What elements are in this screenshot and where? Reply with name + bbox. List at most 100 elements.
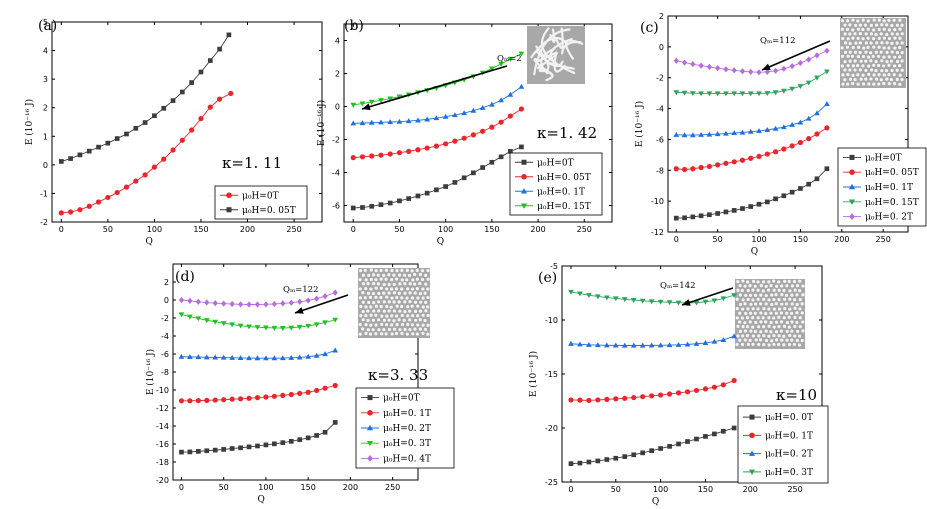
data-point-series-4 (666, 300, 673, 306)
y-tick-label: 4 (43, 47, 48, 56)
data-point-series-1 (305, 435, 311, 441)
data-point-series-1 (649, 448, 654, 454)
data-point-series-2 (237, 396, 244, 402)
data-point-series-3 (396, 118, 403, 124)
data-point-series-4 (720, 296, 727, 302)
data-point-series-3 (612, 342, 619, 348)
data-point-series-4 (595, 294, 601, 300)
data-point-series-1 (568, 461, 574, 466)
data-point-series-1 (322, 429, 328, 435)
legend: μ₀H=0T μ₀H=0. 05T μ₀H=0. 1T μ₀H=0. 15T μ₀H=0… (837, 147, 927, 227)
data-point-series-5 (706, 63, 712, 71)
data-point-series-5 (723, 66, 729, 73)
data-point-series-1 (105, 194, 111, 201)
data-point-series-2 (369, 153, 375, 159)
data-point-series-4 (246, 324, 252, 330)
data-point-series-4 (797, 84, 804, 90)
data-point-series-4 (706, 91, 713, 97)
data-point-series-3 (452, 112, 458, 118)
data-point-series-3 (424, 116, 431, 122)
data-point-series-2 (226, 32, 232, 38)
data-point-series-4 (675, 300, 682, 306)
plot-frame (667, 15, 909, 233)
x-tick-label: 0 (568, 485, 573, 494)
data-point-series-3 (595, 342, 601, 348)
y-tick-label: 2 (43, 104, 48, 113)
x-axis-label: Q (652, 497, 659, 507)
data-point-series-4 (603, 295, 610, 301)
data-point-series-5 (681, 59, 688, 66)
x-tick-label: 250 (577, 225, 592, 234)
legend-marker (849, 169, 855, 175)
data-point-series-5 (195, 298, 201, 305)
chart-panel-2: 0 50 100 150 200 250 -6 -4 -2 0 2 4 Q E (10⁻¹⁶ J) (b) Q… (316, 18, 613, 247)
data-point-series-3 (378, 119, 384, 125)
minimum-annotation: Qₘ=122 (283, 285, 319, 295)
data-point-series-4 (254, 325, 261, 331)
data-point-series-4 (673, 90, 680, 96)
data-point-series-3 (415, 117, 421, 123)
y-tick-label: -6 (161, 350, 169, 359)
inset-spin-texture-image (527, 26, 585, 84)
series-line-2 (61, 34, 230, 162)
y-axis-label: E (10⁻¹⁶ J) (145, 349, 156, 395)
data-point-series-1 (682, 215, 687, 221)
data-point-series-3 (630, 342, 637, 348)
data-point-series-3 (689, 132, 696, 138)
data-point-series-2 (693, 387, 700, 394)
data-point-series-3 (577, 341, 583, 347)
data-point-series-2 (280, 392, 286, 398)
inset-spin-texture-image (735, 279, 805, 349)
data-point-series-4 (586, 293, 592, 299)
data-point-series-3 (731, 333, 737, 339)
data-point-series-3 (220, 354, 227, 360)
data-point-series-2 (189, 80, 194, 85)
x-tick-label: 0 (351, 225, 356, 234)
data-point-series-1 (824, 166, 830, 172)
data-point-series-4 (764, 91, 771, 97)
data-point-series-2 (204, 397, 210, 403)
data-point-series-5 (237, 301, 244, 308)
data-point-series-1 (508, 149, 513, 154)
data-point-series-3 (507, 91, 514, 97)
legend-entry: μ₀H=0. 3T (765, 468, 813, 478)
data-point-series-2 (359, 154, 366, 160)
data-point-series-2 (86, 148, 92, 154)
x-tick-label: 200 (240, 225, 255, 234)
legend-entry: μ₀H=0. 3T (383, 439, 431, 449)
data-point-series-2 (706, 163, 712, 170)
series-line-1 (61, 93, 231, 214)
data-point-series-4 (739, 91, 746, 97)
data-point-series-2 (797, 139, 804, 146)
data-point-series-1 (229, 446, 235, 451)
data-point-series-3 (681, 132, 688, 138)
data-point-series-1 (297, 437, 303, 443)
y-tick-label: 0 (164, 296, 169, 305)
chart-panel-5: 0 50 100 150 200 250 -25 -20 -15 -10 -5 Q E (10⁻¹⁶ J… (528, 262, 829, 507)
legend-entry: μ₀H=0T (865, 153, 902, 163)
data-point-series-3 (772, 125, 779, 131)
data-point-series-1 (707, 212, 712, 218)
data-point-series-1 (613, 455, 619, 461)
data-point-series-4 (271, 325, 278, 331)
data-point-series-4 (731, 91, 738, 97)
data-point-series-4 (378, 98, 384, 104)
data-point-series-1 (204, 448, 210, 454)
data-point-series-1 (424, 190, 430, 196)
y-tick-label: 0 (335, 103, 340, 112)
data-point-series-2 (731, 377, 737, 384)
data-point-series-3 (657, 342, 664, 348)
data-point-series-1 (814, 176, 820, 182)
data-point-series-4 (731, 293, 737, 299)
data-point-series-1 (314, 433, 319, 438)
data-point-series-3 (387, 119, 394, 125)
legend: μ₀H=0. 0T μ₀H=0. 1T μ₀H=0. 2T μ₀H=0. 3T (737, 405, 829, 484)
data-point-series-1 (406, 196, 412, 201)
legend-marker (748, 450, 756, 456)
legend-marker (366, 424, 374, 431)
data-point-series-2 (518, 106, 525, 112)
data-point-series-2 (378, 152, 384, 158)
x-tick-label: 150 (698, 485, 713, 494)
data-point-series-2 (314, 387, 320, 394)
panel-label: (a) (38, 18, 57, 34)
